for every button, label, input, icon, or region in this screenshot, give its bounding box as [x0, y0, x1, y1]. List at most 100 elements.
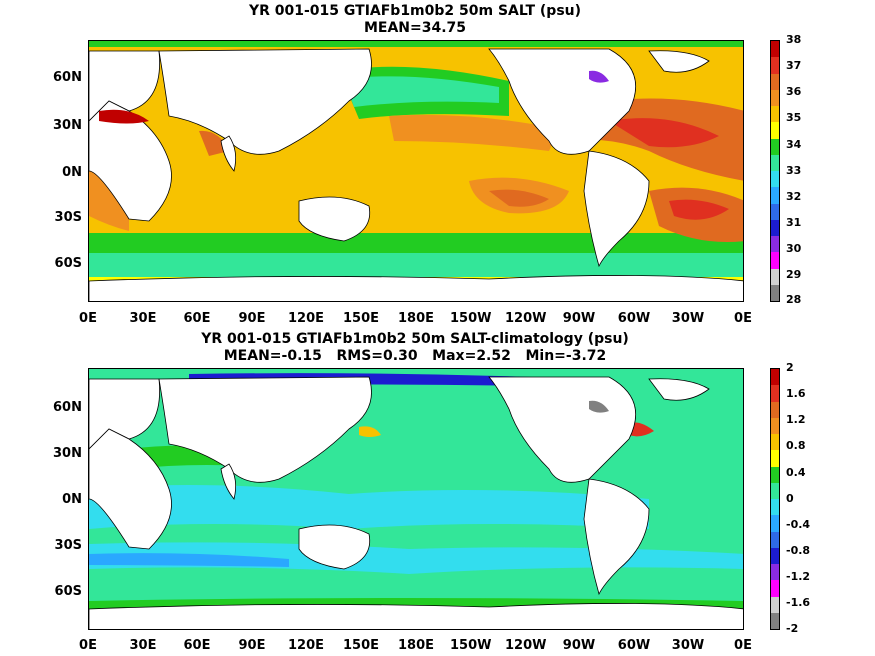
- bottom-xtick: 150W: [450, 638, 492, 653]
- top-xtick: 150W: [450, 311, 492, 326]
- asia: [158, 48, 372, 155]
- bottom-colorbar-label: 0: [786, 492, 794, 505]
- top-xtick: 0E: [734, 311, 752, 326]
- top-xtick: 0E: [79, 311, 97, 326]
- top-colorbar-label: 36: [786, 85, 802, 98]
- bottom-colorbar: [770, 368, 780, 630]
- colorbar-swatch: [771, 236, 779, 253]
- bottom-xtick: 0E: [79, 638, 97, 653]
- africa: [89, 100, 172, 222]
- colorbar-swatch: [771, 203, 779, 220]
- bottom-ytick-60s: 60S: [54, 584, 82, 599]
- arabian-sea-salty: [199, 130, 229, 156]
- bottom-xtick: 120W: [505, 638, 547, 653]
- tropical-fresh-band: [89, 485, 649, 529]
- bottom-map-title: YR 001-015 GTIAFb1m0b2 50m SALT-climatol…: [201, 331, 629, 347]
- top-colorbar-label: 28: [786, 293, 802, 306]
- top-ytick-60s: 60S: [54, 256, 82, 271]
- india: [220, 135, 237, 172]
- greenland: [648, 378, 710, 401]
- india: [220, 463, 237, 500]
- bottom-colorbar-label: -1.6: [786, 596, 811, 609]
- bottom-xtick: 30E: [129, 638, 157, 653]
- colorbar-swatch: [771, 547, 779, 564]
- bottom-xtick: 60E: [183, 638, 211, 653]
- colorbar-swatch: [771, 154, 779, 171]
- bottom-xtick: 150E: [342, 638, 380, 653]
- bottom-ytick-60n: 60N: [53, 400, 82, 415]
- top-colorbar: [770, 40, 780, 302]
- mediterranean-salty: [99, 109, 149, 124]
- bottom-colorbar-label: 0.4: [786, 466, 806, 479]
- top-colorbar-label: 33: [786, 164, 802, 177]
- colorbar-swatch: [771, 106, 779, 123]
- top-colorbar-label: 37: [786, 59, 802, 72]
- colorbar-swatch: [771, 417, 779, 434]
- top-xtick: 60W: [617, 311, 651, 326]
- colorbar-swatch: [771, 73, 779, 90]
- colorbar-swatch: [771, 596, 779, 613]
- bottom-ytick-30n: 30N: [53, 446, 82, 461]
- bottom-colorbar-label: -2: [786, 622, 799, 635]
- gulf-stream-positive: [629, 422, 654, 437]
- australia: [298, 196, 371, 242]
- top-xtick: 180E: [397, 311, 435, 326]
- colorbar-swatch: [771, 450, 779, 467]
- colorbar-swatch: [771, 268, 779, 285]
- top-xtick: 30E: [129, 311, 157, 326]
- bottom-colorbar-label: 2: [786, 361, 794, 374]
- hudson-bay-fresh: [589, 70, 609, 83]
- top-xtick: 90E: [238, 311, 266, 326]
- top-map-plot: [88, 40, 744, 302]
- antarctica: [89, 603, 743, 629]
- south-atlantic-core: [669, 199, 729, 220]
- colorbar-swatch: [771, 385, 779, 402]
- kuroshio-positive: [359, 426, 381, 437]
- top-map-title: YR 001-015 GTIAFb1m0b2 50m SALT (psu): [248, 3, 582, 19]
- colorbar-swatch: [771, 369, 779, 386]
- top-colorbar-label: 34: [786, 138, 802, 151]
- bottom-colorbar-label: 1.6: [786, 387, 806, 400]
- bottom-xtick: 30W: [671, 638, 705, 653]
- colorbar-swatch: [771, 401, 779, 418]
- asia: [158, 376, 372, 483]
- bottom-colorbar-label: -0.8: [786, 544, 811, 557]
- colorbar-swatch: [771, 171, 779, 188]
- greenland: [648, 50, 710, 73]
- top-xtick: 90W: [562, 311, 596, 326]
- colorbar-swatch: [771, 122, 779, 139]
- top-xtick: 150E: [342, 311, 380, 326]
- southern-ocean-band-green: [89, 233, 743, 255]
- south-america: [583, 478, 650, 596]
- bottom-colorbar-label: 0.8: [786, 439, 806, 452]
- colorbar-swatch: [771, 499, 779, 516]
- top-ytick-30n: 30N: [53, 118, 82, 133]
- top-xtick: 120E: [287, 311, 325, 326]
- southern-fresh-core: [89, 553, 289, 567]
- top-map-svg: [89, 41, 743, 301]
- bottom-xtick: 90W: [562, 638, 596, 653]
- top-ytick-0n: 0N: [62, 165, 82, 180]
- top-colorbar-label: 32: [786, 190, 802, 203]
- top-colorbar-label: 31: [786, 216, 802, 229]
- colorbar-swatch: [771, 138, 779, 155]
- arctic-band: [89, 41, 743, 47]
- top-xtick: 30W: [671, 311, 705, 326]
- top-colorbar-label: 38: [786, 33, 802, 46]
- southern-ocean-band-teal: [89, 253, 743, 278]
- colorbar-swatch: [771, 564, 779, 581]
- colorbar-swatch: [771, 41, 779, 58]
- bottom-ytick-30s: 30S: [54, 538, 82, 553]
- north-pacific-salty: [389, 114, 559, 151]
- colorbar-swatch: [771, 187, 779, 204]
- bottom-xtick: 60W: [617, 638, 651, 653]
- africa: [89, 428, 172, 550]
- top-colorbar-label: 30: [786, 242, 802, 255]
- south-pacific-core: [489, 189, 549, 207]
- hudson-bay-negative: [589, 400, 609, 413]
- north-pacific-core: [344, 76, 499, 107]
- top-ytick-30s: 30S: [54, 210, 82, 225]
- colorbar-swatch: [771, 434, 779, 451]
- bottom-map-subtitle: MEAN=-0.15 RMS=0.30 Max=2.52 Min=-3.72: [223, 348, 607, 364]
- colorbar-swatch: [771, 515, 779, 532]
